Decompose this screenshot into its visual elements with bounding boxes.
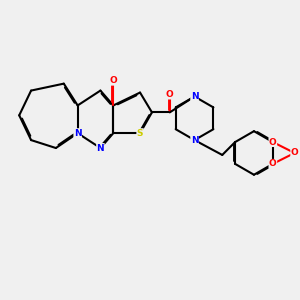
Text: O: O [269,138,277,147]
Text: O: O [291,148,298,158]
Text: O: O [166,90,174,99]
Text: N: N [97,143,104,152]
Text: N: N [74,129,82,138]
Text: N: N [191,92,198,101]
Text: O: O [110,76,117,85]
Text: O: O [269,159,277,168]
Text: N: N [191,136,198,145]
Text: S: S [137,129,143,138]
